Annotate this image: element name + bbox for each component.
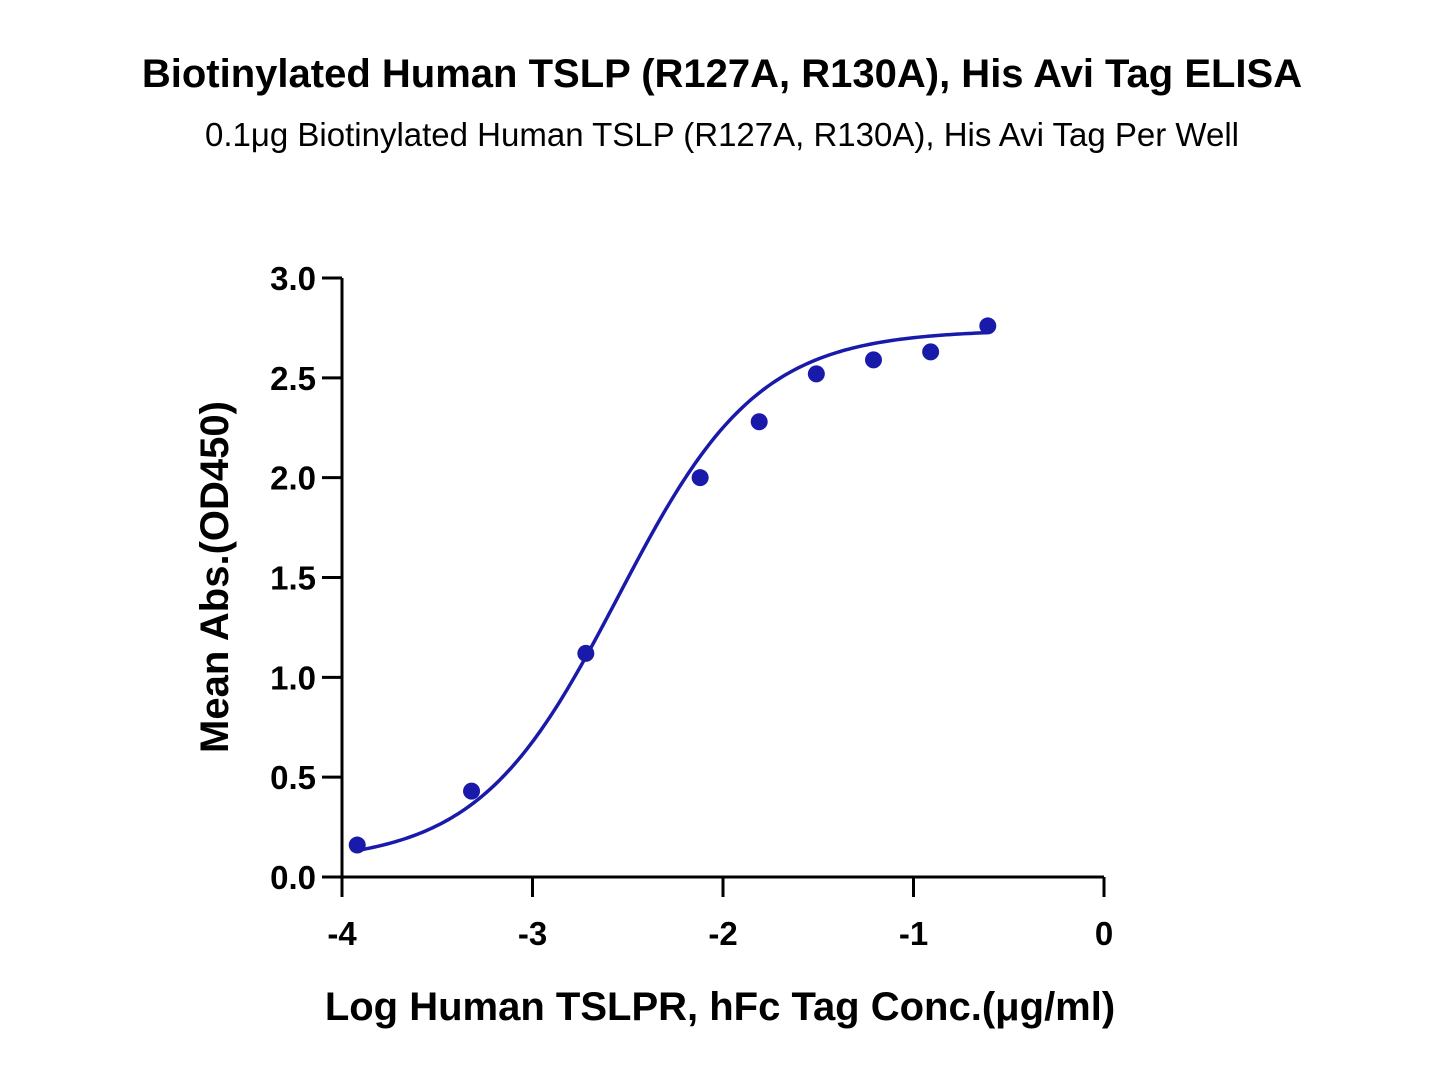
fit-curve	[356, 330, 988, 853]
y-tick-label: 1.5	[270, 560, 316, 597]
x-tick-label: -1	[899, 915, 928, 952]
y-axis-label: Mean Abs.(OD450)	[193, 401, 237, 753]
data-point	[463, 782, 481, 800]
y-tick-label: 2.0	[270, 460, 316, 497]
x-tick-label: -4	[327, 915, 357, 952]
data-point	[750, 413, 768, 431]
y-tick-label: 2.5	[270, 360, 316, 397]
data-point	[577, 644, 595, 662]
data-point	[807, 365, 825, 383]
chart-title: Biotinylated Human TSLP (R127A, R130A), …	[141, 52, 1303, 96]
data-point	[979, 317, 997, 335]
x-tick-label: -3	[518, 915, 547, 952]
x-axis-label: Log Human TSLPR, hFc Tag Conc.(μg/ml)	[325, 985, 1115, 1029]
x-tick-label: -2	[708, 915, 737, 952]
y-tick-label: 3.0	[270, 260, 316, 297]
data-point	[922, 343, 940, 361]
x-tick-label: 0	[1095, 915, 1113, 952]
fit-curve-layer	[356, 330, 988, 853]
y-tick-label: 1.0	[270, 659, 316, 696]
y-tick-label: 0.0	[270, 859, 316, 896]
data-points-layer	[348, 317, 997, 854]
chart-subtitle: 0.1μg Biotinylated Human TSLP (R127A, R1…	[205, 116, 1239, 153]
axes: 0.0 0.5 1.0 1.5 2.0 2.5 3.0 -4 -3 -2 -1 0	[270, 260, 1113, 952]
data-point	[864, 351, 882, 369]
y-tick-label: 0.5	[270, 759, 316, 796]
data-point	[691, 469, 709, 487]
data-point	[348, 836, 366, 854]
